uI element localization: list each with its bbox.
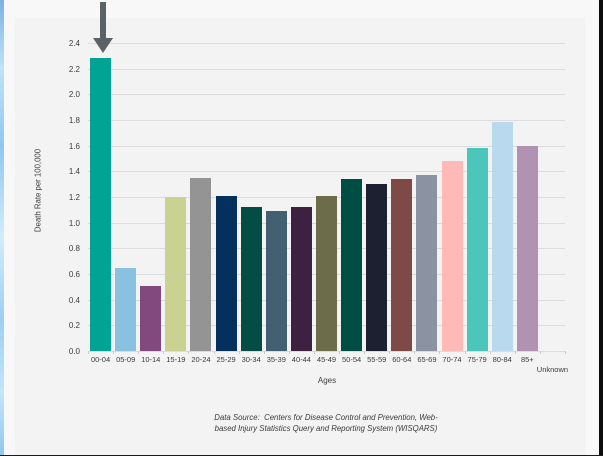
x-axis-tick: [213, 351, 215, 354]
x-axis-tick: [439, 351, 441, 354]
bar: [115, 267, 137, 351]
x-tick-label: 40-44: [291, 355, 311, 364]
bar: [215, 195, 237, 351]
x-tick-label: 55-59: [367, 355, 387, 364]
x-axis-tick: [113, 351, 115, 354]
bar: [466, 148, 488, 351]
gridline: [88, 119, 565, 121]
x-axis-tick: [339, 351, 341, 354]
down-arrow-icon: [93, 2, 113, 53]
gridline: [88, 94, 565, 96]
data-source-line1: Data Source: Centers for Disease Control…: [214, 413, 438, 422]
y-tick-label: 2.0: [68, 90, 80, 100]
window-left-edge-strip: [0, 0, 4, 456]
x-tick-label: 25-29: [216, 355, 236, 364]
y-tick-label: 2.2: [68, 64, 80, 74]
x-axis-tick: [464, 351, 466, 354]
y-axis-title: Death Rate per 100,000: [33, 148, 43, 233]
x-axis-tick: [565, 351, 566, 354]
bar: [341, 178, 363, 351]
x-tick-label: 45-49: [316, 355, 337, 364]
y-tick-label: 1.0: [68, 218, 80, 228]
bar: [90, 58, 112, 351]
x-axis-tick: [188, 351, 190, 354]
y-tick-label: 0.6: [68, 269, 80, 279]
gridline: [88, 351, 565, 352]
x-tick-label: 50-54: [342, 355, 362, 364]
x-axis-tick: [88, 351, 89, 354]
bar: [416, 175, 438, 351]
y-tick-label: 0.4: [68, 295, 80, 305]
x-axis-tick: [514, 351, 516, 354]
chart-container: 0.0 0.2 0.4 0.6 0.8 1.0 1.2 1.4 1.6 1.8 2.0 2.2 2.4 0…: [15, 18, 585, 456]
bar: [140, 285, 162, 351]
y-tick-label: 2.4: [68, 38, 80, 48]
gridline: [88, 145, 565, 147]
y-tick-label: 1.6: [68, 141, 80, 151]
bar: [391, 178, 413, 351]
x-axis-tick: [263, 351, 265, 354]
bar: [441, 160, 463, 351]
data-source-note: Data Source: Centers for Disease Control…: [150, 412, 502, 434]
plot-area: 0.0 0.2 0.4 0.6 0.8 1.0 1.2 1.4 1.6 1.8 2.0 2.2 2.4 0…: [69, 30, 568, 374]
bar: [165, 196, 187, 351]
x-axis-tick: [238, 351, 240, 354]
y-tick-label: 0.8: [68, 244, 80, 254]
x-tick-label: 20-24: [191, 355, 211, 364]
bar: [240, 207, 262, 351]
gridline: [88, 171, 565, 173]
x-axis-tick: [489, 351, 491, 354]
x-axis-tick: [414, 351, 416, 354]
x-tick-label: 60-64: [392, 355, 412, 364]
x-tick-label: 10-14: [141, 355, 161, 364]
bar: [290, 207, 312, 351]
x-axis-tick: [364, 351, 366, 354]
x-tick-label: 05-09: [116, 355, 136, 364]
x-axis-title: Ages: [317, 376, 337, 385]
x-tick-label: 70-74: [442, 355, 462, 364]
bar: [366, 184, 388, 351]
data-source-line2: based Injury Statistics Query and Report…: [214, 424, 438, 433]
x-axis-tick: [288, 351, 290, 354]
x-axis-tick: [313, 351, 315, 354]
gridline: [88, 42, 565, 44]
x-tick-label: 85+: [520, 355, 534, 364]
y-tick-label: 1.4: [68, 167, 80, 177]
bar: [190, 177, 212, 351]
y-tick-label: 1.8: [68, 115, 80, 125]
bar: [516, 145, 538, 351]
x-tick-label: 00-04: [90, 355, 111, 364]
x-tick-label: 75-79: [467, 355, 487, 364]
bar: [316, 195, 337, 351]
window-right-edge-strip: [599, 0, 603, 456]
bar: [265, 211, 287, 351]
x-tick-label: 15-19: [166, 355, 186, 364]
x-tick-label: 35-39: [266, 355, 286, 364]
x-tick-label: 80-84: [492, 355, 512, 364]
x-tick-label: Unknown: [536, 365, 569, 374]
gridline: [88, 68, 565, 70]
x-axis-tick: [389, 351, 391, 354]
y-tick-label: 0.0: [68, 347, 80, 356]
x-tick-label: 65-69: [417, 355, 437, 364]
x-axis-tick: [163, 351, 165, 354]
x-axis-tick: [138, 351, 140, 354]
x-axis-tick: [539, 351, 541, 354]
x-tick-label: 30-34: [241, 355, 261, 364]
bar: [491, 122, 513, 351]
y-tick-label: 1.2: [68, 192, 80, 202]
y-tick-label: 0.2: [68, 321, 80, 331]
